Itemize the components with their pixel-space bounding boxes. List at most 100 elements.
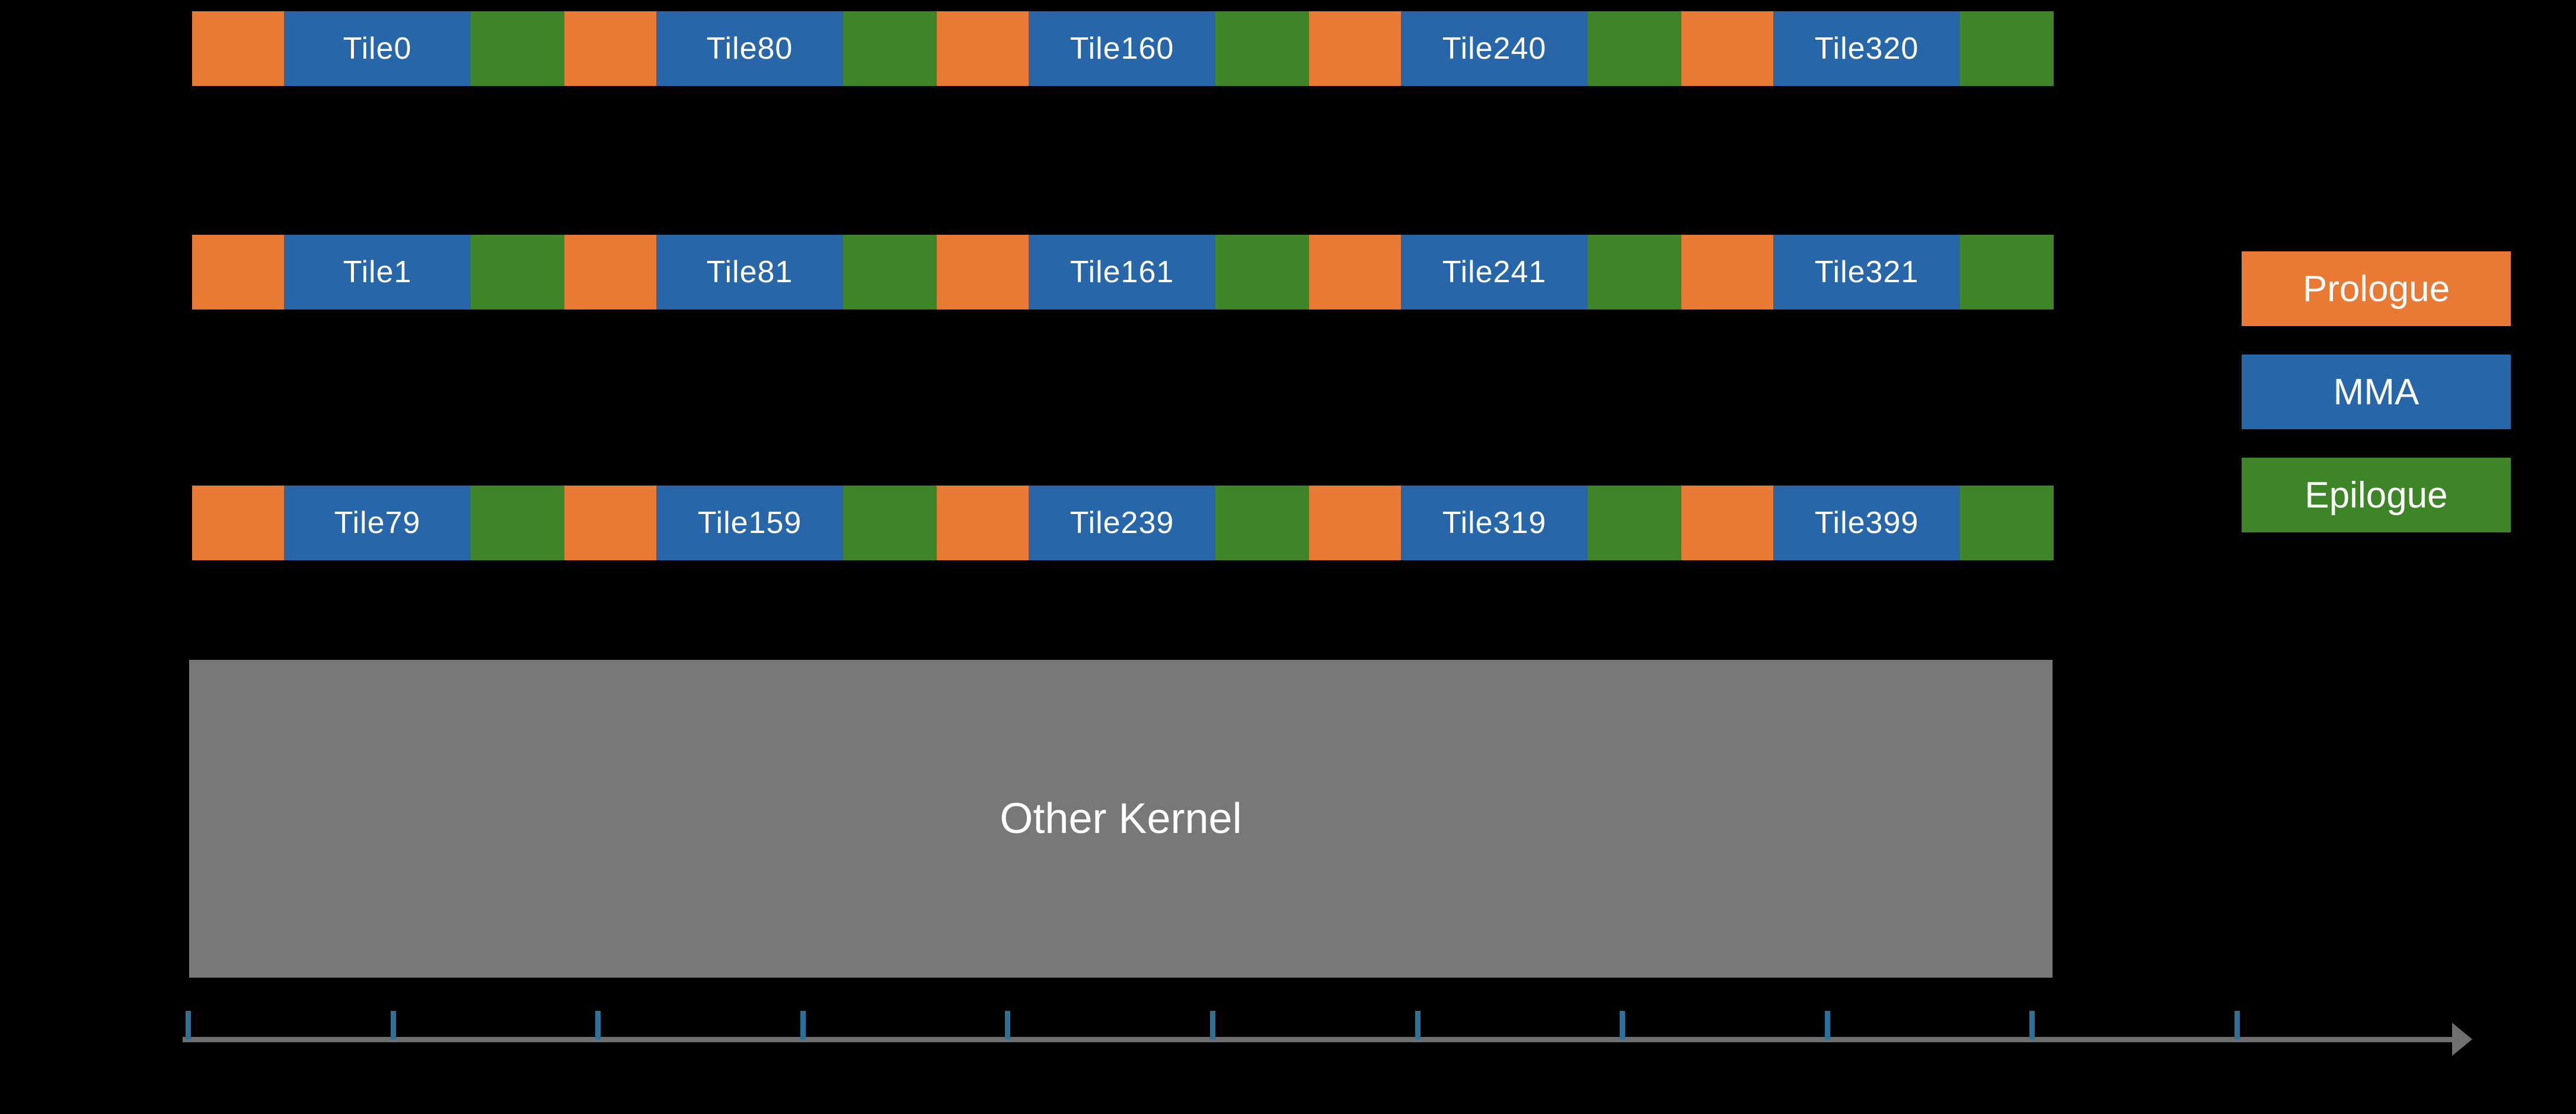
tile-row-2: Tile79 Tile159 Tile239 Tile319 Tile399 [192, 486, 2054, 560]
tile-group: Tile161 [937, 235, 1309, 309]
tile-label: Tile241 [1442, 255, 1547, 289]
prologue-segment [937, 11, 1029, 86]
axis-tick [595, 1011, 601, 1039]
axis-tick [2029, 1011, 2035, 1039]
epilogue-segment [1960, 486, 2054, 560]
mma-segment: Tile161 [1029, 235, 1215, 309]
mma-segment: Tile399 [1773, 486, 1960, 560]
axis-tick [1005, 1011, 1010, 1039]
axis-tick [391, 1011, 396, 1039]
prologue-segment [1309, 11, 1401, 86]
tile-label: Tile80 [706, 31, 793, 66]
mma-segment: Tile79 [284, 486, 471, 560]
tile-label: Tile1 [343, 255, 412, 289]
epilogue-segment [1960, 11, 2054, 86]
axis-tick [186, 1011, 191, 1039]
mma-segment: Tile1 [284, 235, 471, 309]
tile-group: Tile80 [564, 11, 937, 86]
prologue-segment [192, 235, 284, 309]
mma-segment: Tile81 [656, 235, 843, 309]
epilogue-segment [843, 235, 937, 309]
mma-segment: Tile241 [1401, 235, 1588, 309]
tile-label: Tile321 [1814, 255, 1919, 289]
legend-label: Prologue [2302, 268, 2450, 309]
tile-group: Tile241 [1309, 235, 1681, 309]
epilogue-segment [843, 486, 937, 560]
prologue-segment [564, 486, 656, 560]
tile-group: Tile160 [937, 11, 1309, 86]
legend-item-prologue: Prologue [2242, 251, 2511, 326]
legend-label: MMA [2333, 371, 2419, 413]
tile-label: Tile161 [1070, 255, 1174, 289]
epilogue-segment [843, 11, 937, 86]
epilogue-segment [1215, 235, 1309, 309]
legend-item-epilogue: Epilogue [2242, 458, 2511, 532]
axis-tick [1825, 1011, 1830, 1039]
mma-segment: Tile320 [1773, 11, 1960, 86]
mma-segment: Tile321 [1773, 235, 1960, 309]
mma-segment: Tile80 [656, 11, 843, 86]
other-kernel-label: Other Kernel [1000, 795, 1242, 842]
prologue-segment [564, 11, 656, 86]
tile-group: Tile81 [564, 235, 937, 309]
tile-label: Tile159 [697, 506, 802, 540]
tile-label: Tile240 [1442, 31, 1547, 66]
tile-label: Tile319 [1442, 506, 1547, 540]
mma-segment: Tile239 [1029, 486, 1215, 560]
tile-label: Tile160 [1070, 31, 1174, 66]
prologue-segment [1309, 235, 1401, 309]
epilogue-segment [1960, 235, 2054, 309]
axis-tick [800, 1011, 806, 1039]
epilogue-segment [1215, 486, 1309, 560]
axis-tick [2235, 1011, 2240, 1039]
time-axis-arrowhead-icon [2452, 1023, 2472, 1056]
tile-label: Tile0 [343, 31, 412, 66]
prologue-segment [1681, 11, 1773, 86]
tile-group: Tile0 [192, 11, 564, 86]
tile-label: Tile79 [334, 506, 421, 540]
epilogue-segment [471, 11, 564, 86]
legend-item-mma: MMA [2242, 355, 2511, 429]
prologue-segment [192, 486, 284, 560]
tile-group: Tile1 [192, 235, 564, 309]
epilogue-segment [1588, 11, 1681, 86]
tile-group: Tile321 [1681, 235, 2054, 309]
mma-segment: Tile319 [1401, 486, 1588, 560]
tile-group: Tile79 [192, 486, 564, 560]
tile-label: Tile81 [706, 255, 793, 289]
prologue-segment [1681, 235, 1773, 309]
epilogue-segment [1588, 486, 1681, 560]
epilogue-segment [471, 486, 564, 560]
prologue-segment [1309, 486, 1401, 560]
tile-group: Tile240 [1309, 11, 1681, 86]
prologue-segment [937, 235, 1029, 309]
axis-tick [1210, 1011, 1215, 1039]
axis-tick [1415, 1011, 1421, 1039]
tile-group: Tile320 [1681, 11, 2054, 86]
tile-label: Tile399 [1814, 506, 1919, 540]
mma-segment: Tile240 [1401, 11, 1588, 86]
tile-group: Tile399 [1681, 486, 2054, 560]
mma-segment: Tile159 [656, 486, 843, 560]
mma-segment: Tile0 [284, 11, 471, 86]
prologue-segment [1681, 486, 1773, 560]
prologue-segment [192, 11, 284, 86]
axis-tick [1620, 1011, 1625, 1039]
tile-label: Tile320 [1814, 31, 1919, 66]
epilogue-segment [471, 235, 564, 309]
other-kernel-block: Other Kernel [189, 660, 2052, 978]
tile-label: Tile239 [1070, 506, 1174, 540]
legend-label: Epilogue [2304, 474, 2448, 516]
epilogue-segment [1588, 235, 1681, 309]
tile-group: Tile239 [937, 486, 1309, 560]
epilogue-segment [1215, 11, 1309, 86]
time-axis-line [183, 1037, 2454, 1042]
tile-row-0: Tile0 Tile80 Tile160 Tile240 Tile320 [192, 11, 2054, 86]
tile-group: Tile319 [1309, 486, 1681, 560]
tile-row-1: Tile1 Tile81 Tile161 Tile241 Tile321 [192, 235, 2054, 309]
tile-group: Tile159 [564, 486, 937, 560]
prologue-segment [564, 235, 656, 309]
prologue-segment [937, 486, 1029, 560]
mma-segment: Tile160 [1029, 11, 1215, 86]
